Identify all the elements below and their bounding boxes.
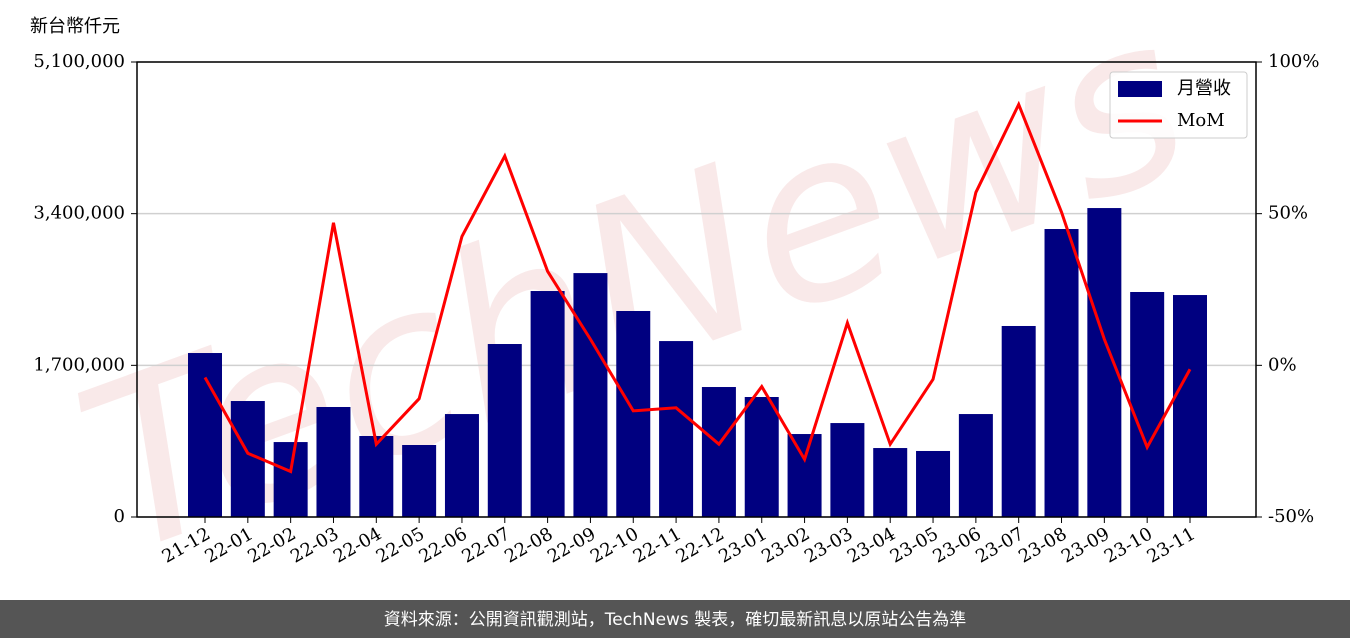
x-tick-label: 23-04 — [844, 523, 899, 567]
bar — [616, 311, 651, 517]
bar — [487, 344, 522, 517]
x-tick-label: 23-01 — [715, 523, 770, 567]
legend-swatch — [1118, 81, 1162, 97]
y2-tick-label: 0% — [1268, 354, 1297, 375]
x-tick-label: 22-06 — [416, 523, 471, 567]
x-tick-label: 23-02 — [758, 523, 813, 567]
line — [203, 100, 1192, 474]
bar — [1044, 229, 1079, 517]
bar — [1130, 291, 1165, 517]
bar — [444, 414, 479, 517]
y-tick-label: 3,400,000 — [33, 203, 125, 224]
bar — [744, 397, 779, 517]
bar — [316, 406, 351, 517]
x-tick-label: 22-05 — [373, 523, 428, 567]
y-tick-label: 5,100,000 — [33, 51, 125, 72]
x-tick-label: 23-06 — [929, 523, 984, 567]
bar — [701, 387, 736, 517]
bar — [273, 442, 308, 517]
y-axis-label: 新台幣仟元 — [30, 16, 120, 37]
x-tick-label: 22-12 — [672, 523, 727, 567]
bar — [830, 423, 865, 517]
plot-frame — [136, 61, 1257, 518]
footer-bar — [0, 600, 1350, 638]
x-tick-label: 22-07 — [458, 523, 513, 567]
legend-label: 月營收 — [1177, 78, 1231, 99]
y2-tick-label: 50% — [1268, 203, 1308, 224]
y2-tick-label: -50% — [1268, 506, 1314, 527]
x-tick-label: 22-08 — [501, 523, 556, 567]
bar — [1173, 295, 1207, 517]
bar — [916, 450, 951, 517]
x-tick-label: 22-09 — [544, 523, 599, 567]
y2-tick-label: 100% — [1268, 51, 1319, 72]
bar — [1001, 325, 1036, 517]
x-tick-label: 23-11 — [1144, 523, 1199, 567]
bar — [659, 341, 694, 517]
bar — [530, 291, 565, 517]
y-tick-label: 1,700,000 — [33, 354, 125, 375]
x-tick-label: 22-10 — [587, 523, 642, 567]
bar — [1087, 208, 1122, 517]
footer: 資料來源：公開資訊觀測站，TechNews 製表，確切最新訊息以原站公告為準 — [384, 610, 966, 630]
bar — [958, 414, 993, 517]
x-tick-label: 23-09 — [1058, 523, 1113, 567]
x-tick-label: 23-08 — [1015, 523, 1070, 567]
bar — [402, 445, 437, 517]
x-tick-label: 22-11 — [630, 523, 685, 567]
bar — [359, 435, 394, 517]
legend-label: MoM — [1177, 110, 1225, 131]
x-tick-label: 23-07 — [972, 523, 1027, 567]
bar — [573, 273, 608, 517]
y-tick-label: 0 — [114, 506, 125, 527]
bar — [787, 434, 822, 517]
x-tick-label: 23-10 — [1101, 523, 1156, 567]
x-tick-label: 23-05 — [887, 523, 942, 567]
bar — [873, 448, 908, 517]
x-tick-label: 23-03 — [801, 523, 856, 567]
